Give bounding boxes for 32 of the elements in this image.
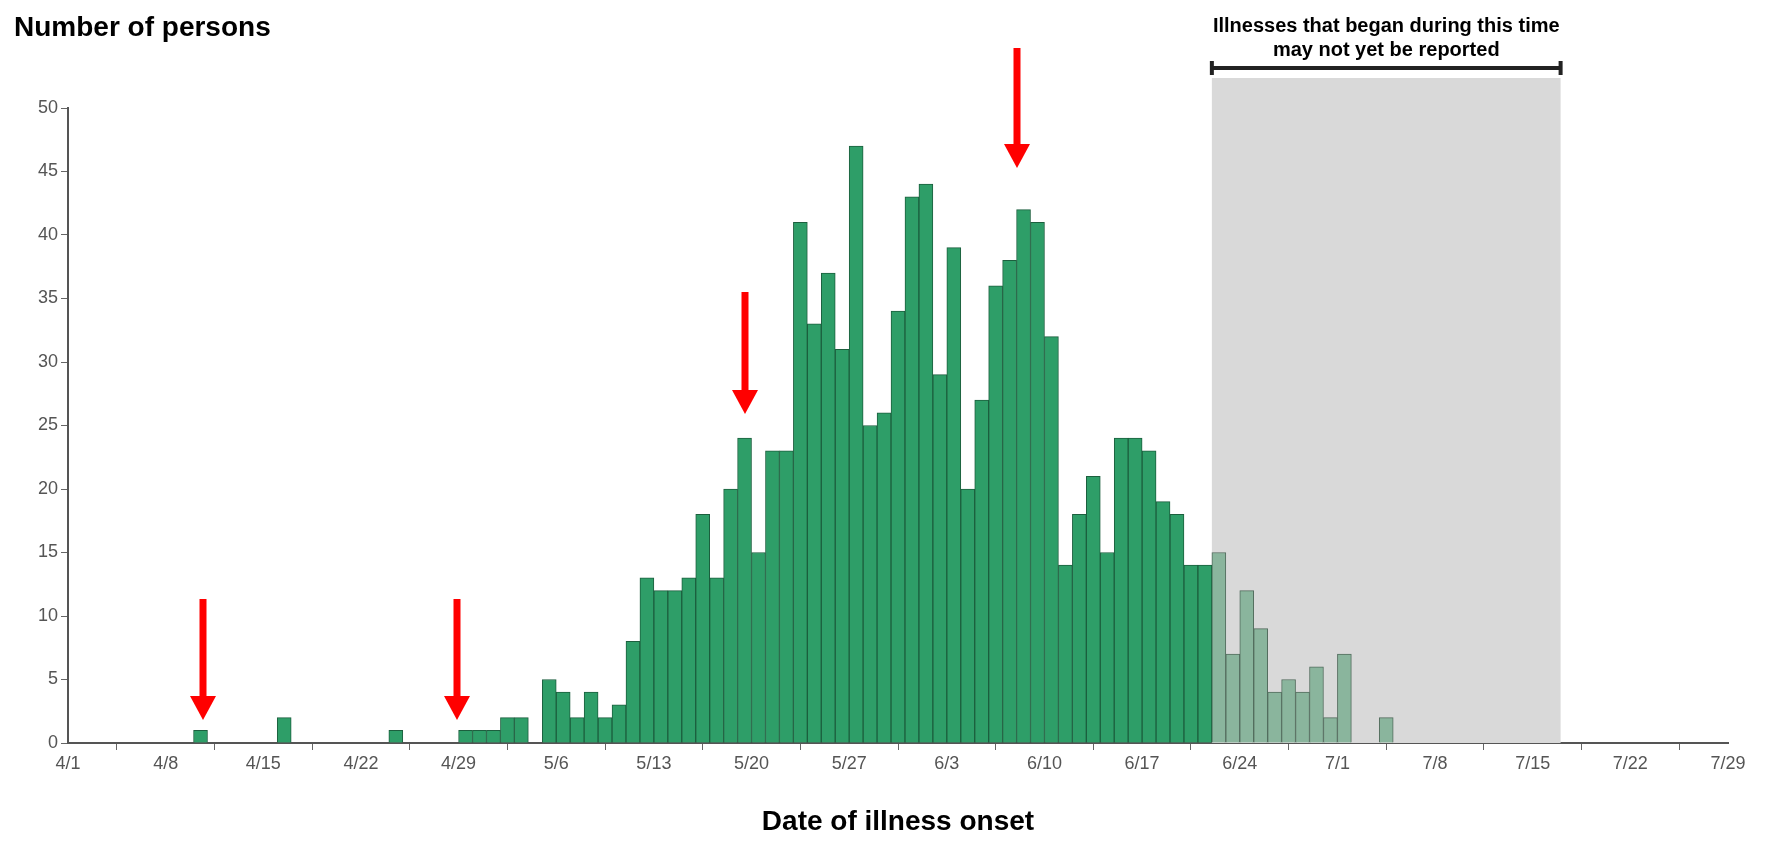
band-label: Illnesses that began during this time may not yet be reported (1212, 13, 1560, 60)
x-tick-label: 5/6 (543, 752, 569, 773)
x-tick-label: 5/20 (734, 752, 770, 773)
y-tick-label: 50 (37, 96, 58, 117)
x-tick-label: 4/1 (55, 752, 81, 773)
x-tick-label: 4/29 (441, 752, 477, 773)
y-tick-label: 0 (47, 731, 58, 752)
x-tick-label: 7/22 (1612, 752, 1648, 773)
y-tick-label: 40 (37, 223, 58, 244)
x-tick-label: 6/17 (1124, 752, 1160, 773)
x-tick-label: 6/3 (934, 752, 960, 773)
x-tick-label: 5/27 (831, 752, 867, 773)
x-tick-label: 5/13 (636, 752, 672, 773)
y-tick-label: 45 (37, 160, 58, 181)
x-tick-label: 7/8 (1422, 752, 1448, 773)
y-tick-label: 25 (37, 414, 58, 435)
y-tick-label: 30 (37, 350, 58, 371)
x-tick-label: 7/1 (1324, 752, 1350, 773)
x-tick-label: 4/15 (245, 752, 281, 773)
y-tick-label: 15 (37, 541, 58, 562)
y-tick-label: 5 (47, 668, 58, 689)
x-tick-label: 4/8 (153, 752, 179, 773)
y-axis-title: Number of persons (14, 10, 271, 42)
y-tick-label: 20 (37, 477, 58, 498)
x-axis-title: Date of illness onset (761, 804, 1035, 836)
x-tick-label: 7/29 (1710, 752, 1746, 773)
x-tick-label: 6/24 (1222, 752, 1258, 773)
x-tick-label: 6/10 (1026, 752, 1062, 773)
x-tick-label: 7/15 (1515, 752, 1551, 773)
y-tick-label: 35 (37, 287, 58, 308)
x-tick-label: 4/22 (343, 752, 379, 773)
y-tick-label: 10 (37, 604, 58, 625)
